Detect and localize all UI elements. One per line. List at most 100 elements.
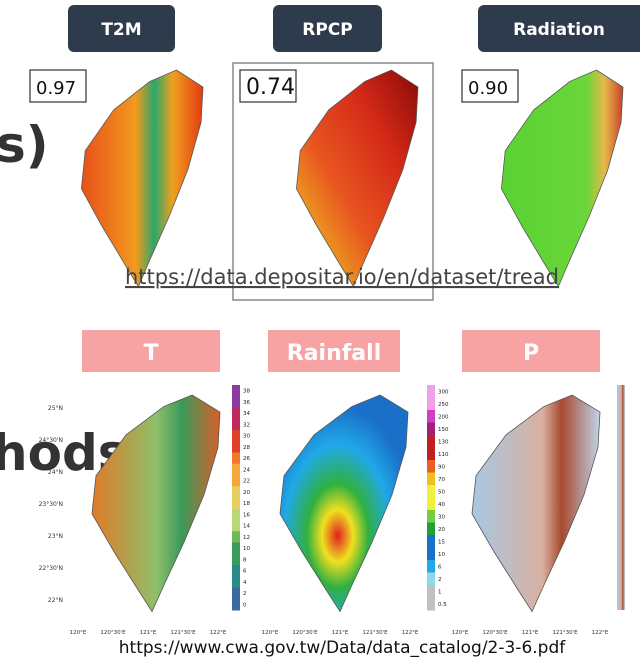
colorbar-label: 1: [438, 589, 442, 595]
colorbar-segment: [427, 560, 435, 573]
colorbar-segment: [232, 588, 240, 600]
lon-label: 120°30'E: [292, 630, 318, 636]
colorbar-segment: [232, 554, 240, 566]
colorbar-segment: [427, 435, 435, 448]
colorbar-segment: [427, 585, 435, 598]
source-link: https://www.cwa.gov.tw/Data/data_catalog…: [119, 638, 566, 658]
panel-label: P: [523, 341, 539, 366]
colorbar-label: 90: [438, 464, 445, 470]
colorbar-segment: [427, 573, 435, 586]
colorbar-label: 32: [243, 422, 250, 428]
colorbar-label: 20: [438, 527, 445, 533]
lon-label: 121°30'E: [552, 630, 578, 636]
colorbar-label: 22: [243, 479, 250, 485]
colorbar-segment: [427, 460, 435, 473]
lat-label: 22°30'N: [39, 565, 63, 572]
colorbar-segment: [232, 565, 240, 577]
score: 0.74: [246, 75, 295, 100]
slide: s) hods) https://data.depositar.io/en/da…: [0, 0, 640, 662]
colorbar-segment: [427, 448, 435, 461]
lat-label: 25°N: [48, 405, 63, 412]
lat-label: 24°30'N: [39, 437, 63, 444]
colorbar-label: 26: [243, 456, 250, 462]
panel-label: T2M: [101, 20, 141, 40]
colorbar-segment: [232, 543, 240, 555]
colorbar-segment: [427, 548, 435, 561]
map: [501, 70, 623, 287]
colorbar-label: 2: [438, 577, 442, 583]
colorbar-segment: [232, 408, 240, 420]
colorbar-segment: [427, 398, 435, 411]
lon-label: 121°30'E: [362, 630, 388, 636]
panel-label: RPCP: [302, 20, 353, 40]
panel-label: Radiation: [513, 20, 605, 40]
colorbar-label: 12: [243, 535, 250, 541]
colorbar-label: 50: [438, 489, 445, 495]
colorbar-segment: [427, 423, 435, 436]
colorbar-segment: [232, 464, 240, 476]
colorbar-label: 110: [438, 452, 449, 458]
lat-label: 22°N: [48, 597, 63, 604]
colorbar-segment: [427, 410, 435, 423]
colorbar-segment: [232, 576, 240, 588]
colorbar-label: 36: [243, 400, 250, 406]
lon-label: 120°30'E: [482, 630, 508, 636]
colorbar-label: 4: [243, 580, 247, 586]
colorbar-label: 20: [243, 490, 250, 496]
panel-label: T: [143, 341, 158, 366]
colorbar-segment: [232, 430, 240, 442]
source-link[interactable]: https://data.depositar.io/en/dataset/tre…: [125, 265, 559, 289]
lat-label: 23°30'N: [39, 501, 63, 508]
colorbar-label: 34: [243, 411, 250, 417]
colorbar-label: 18: [243, 501, 250, 507]
colorbar-label: 28: [243, 445, 250, 451]
colorbar-label: 30: [438, 514, 445, 520]
colorbar-segment: [232, 531, 240, 543]
map: [472, 395, 600, 612]
colorbar-label: 16: [243, 512, 250, 518]
colorbar-segment: [232, 385, 240, 397]
colorbar: [617, 385, 625, 610]
colorbar-label: 250: [438, 402, 449, 408]
score: 0.90: [468, 78, 508, 99]
lon-label: 121°E: [522, 630, 539, 636]
map: [81, 70, 203, 287]
colorbar-segment: [232, 441, 240, 453]
lon-label: 122°E: [402, 630, 419, 636]
colorbar-label: 10: [438, 552, 445, 558]
colorbar-segment: [232, 486, 240, 498]
colorbar-segment: [232, 498, 240, 510]
colorbar-label: 30: [243, 434, 250, 440]
panel-label: Rainfall: [287, 341, 382, 366]
colorbar-label: 70: [438, 477, 445, 483]
lon-label: 121°E: [140, 630, 157, 636]
lon-label: 122°E: [210, 630, 227, 636]
score: 0.97: [36, 78, 76, 99]
colorbar-segment: [427, 598, 435, 611]
colorbar-label: 200: [438, 414, 449, 420]
colorbar-segment: [427, 535, 435, 548]
colorbar-label: 0.5: [438, 602, 447, 608]
map: [296, 70, 418, 287]
colorbar-label: 150: [438, 427, 449, 433]
colorbar-segment: [232, 509, 240, 521]
colorbar-segment: [232, 475, 240, 487]
lon-label: 121°E: [332, 630, 349, 636]
lon-label: 120°E: [70, 630, 87, 636]
colorbar-segment: [427, 385, 435, 398]
colorbar-label: 0: [243, 602, 247, 608]
colorbar-segment: [427, 523, 435, 536]
colorbar-label: 24: [243, 467, 250, 473]
colorbar-segment: [232, 396, 240, 408]
colorbar-label: 14: [243, 524, 250, 530]
colorbar-segment: [232, 520, 240, 532]
colorbar-label: 40: [438, 502, 445, 508]
colorbar-segment: [427, 498, 435, 511]
colorbar-segment: [232, 599, 240, 611]
colorbar-label: 8: [243, 557, 247, 563]
colorbar-label: 38: [243, 389, 250, 395]
lat-label: 23°N: [48, 533, 63, 540]
colorbar-segment: [427, 510, 435, 523]
cropped-heading: s): [0, 116, 49, 174]
lon-label: 120°30'E: [100, 630, 126, 636]
